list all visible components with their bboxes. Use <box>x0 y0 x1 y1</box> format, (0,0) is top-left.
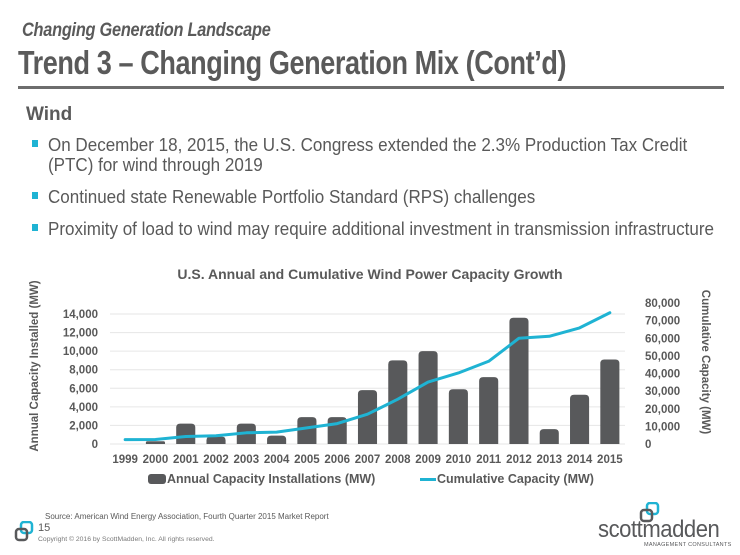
right-tick-label: 80,000 <box>645 298 680 310</box>
left-tick-label: 2,000 <box>69 420 98 432</box>
bullet-text: On December 18, 2015, the U.S. Congress … <box>48 134 688 175</box>
x-tick-label: 2014 <box>567 454 593 466</box>
legend-bar-swatch-icon <box>148 474 166 484</box>
annual-bar <box>418 351 438 444</box>
source-note: Source: American Wind Energy Association… <box>45 512 329 521</box>
x-tick-label: 2002 <box>203 454 229 466</box>
x-tick-label: 2007 <box>355 454 381 466</box>
x-tick-label: 2001 <box>173 454 199 466</box>
right-axis-ticks: 0 10,000 20,000 30,000 40,000 50,000 60,000 70,… <box>645 298 680 451</box>
legend-label-cumulative: Cumulative Capacity (MW) <box>437 472 594 486</box>
left-axis-ticks: 0 2,000 4,000 6,000 8,000 10,000 12,000 14,000 <box>63 309 98 451</box>
x-tick-label: 2012 <box>506 454 532 466</box>
x-tick-label: 2015 <box>597 454 623 466</box>
annual-bar <box>388 360 408 444</box>
bullet-list: On December 18, 2015, the U.S. Congress … <box>32 135 714 251</box>
bullet-text: Proximity of load to wind may require ad… <box>48 218 714 239</box>
x-tick-label: 2000 <box>143 454 169 466</box>
left-tick-label: 14,000 <box>63 309 98 321</box>
right-axis-label: Cumulative Capacity (MW) <box>699 290 711 435</box>
annual-bar <box>297 417 317 444</box>
wind-capacity-chart: 02,0004,0006,0008,00010,00012,00014,000 … <box>29 280 711 466</box>
legend-item-cumulative: Cumulative Capacity (MW) <box>420 472 594 486</box>
legend-label-annual: Annual Capacity Installations (MW) <box>167 472 376 486</box>
x-tick-label: 2003 <box>234 454 260 466</box>
right-tick-label: 70,000 <box>645 316 680 328</box>
scottmadden-mark-icon <box>14 521 34 542</box>
annual-bar <box>145 441 165 444</box>
left-axis-label: Annual Capacity Installed (MW) <box>29 280 41 451</box>
logo-tagline: MANAGEMENT CONSULTANTS <box>644 542 732 548</box>
right-tick-label: 40,000 <box>645 369 680 381</box>
right-tick-label: 0 <box>645 439 651 451</box>
logo-wordmark: scottmadden <box>598 516 720 543</box>
right-tick-label: 20,000 <box>645 404 680 416</box>
bullet-text: Continued state Renewable Portfolio Stan… <box>48 186 536 207</box>
annual-bar <box>357 390 378 444</box>
right-tick-label: 50,000 <box>645 351 680 363</box>
bullet-square-icon <box>32 192 38 199</box>
left-tick-label: 6,000 <box>69 383 98 395</box>
annual-bar <box>206 436 226 444</box>
x-tick-label: 2009 <box>415 454 441 466</box>
x-tick-label: 2008 <box>385 454 411 466</box>
slide-subtitle: Changing Generation Landscape <box>22 20 271 41</box>
right-tick-label: 60,000 <box>645 333 680 345</box>
annual-bar <box>267 435 287 444</box>
annual-bars <box>145 317 620 444</box>
cumulative-line <box>123 311 612 442</box>
annual-bar <box>509 317 529 444</box>
title-divider <box>18 86 724 89</box>
annual-bar <box>600 359 620 444</box>
x-tick-label: 2011 <box>476 454 502 466</box>
left-tick-label: 12,000 <box>63 328 98 340</box>
scottmadden-logo: scottmadden MANAGEMENT CONSULTANTS <box>590 502 740 552</box>
annual-bar <box>448 389 468 444</box>
x-tick-label: 2006 <box>324 454 350 466</box>
right-tick-label: 10,000 <box>645 421 680 433</box>
bullet-square-icon <box>32 140 38 147</box>
annual-bar <box>539 429 559 444</box>
page-number: 15 <box>38 522 51 534</box>
scottmadden-logo-mark-icon <box>639 502 660 523</box>
bullet-item: On December 18, 2015, the U.S. Congress … <box>32 135 712 175</box>
x-tick-label: 2010 <box>446 454 472 466</box>
cumulative-line-layer <box>123 311 612 442</box>
left-tick-label: 10,000 <box>63 346 98 358</box>
copyright-text: Copyright © 2016 by ScottMadden, Inc. Al… <box>38 536 215 543</box>
left-tick-label: 8,000 <box>69 365 98 377</box>
legend-line-swatch-icon <box>420 477 436 481</box>
left-tick-label: 0 <box>92 439 98 451</box>
legend-item-annual: Annual Capacity Installations (MW) <box>148 472 375 486</box>
x-tick-label: 1999 <box>112 454 138 466</box>
x-tick-label: 2013 <box>536 454 562 466</box>
bullet-item: Proximity of load to wind may require ad… <box>32 219 714 239</box>
left-tick-label: 4,000 <box>69 402 98 414</box>
slide-title: Trend 3 – Changing Generation Mix (Cont’… <box>18 44 567 81</box>
right-tick-label: 30,000 <box>645 386 680 398</box>
section-heading: Wind <box>26 104 73 125</box>
annual-bar <box>479 377 499 444</box>
annual-bar <box>176 423 196 444</box>
chart-title: U.S. Annual and Cumulative Wind Power Ca… <box>177 266 563 282</box>
annual-bar <box>570 394 590 444</box>
x-tick-label: 2004 <box>264 454 290 466</box>
x-axis-ticks: 1999 2000 2001 2002 2003 2004 2005 2006 2007 2008… <box>112 454 623 466</box>
x-tick-label: 2005 <box>294 454 320 466</box>
bullet-square-icon <box>32 224 38 231</box>
bullet-item: Continued state Renewable Portfolio Stan… <box>32 187 712 207</box>
